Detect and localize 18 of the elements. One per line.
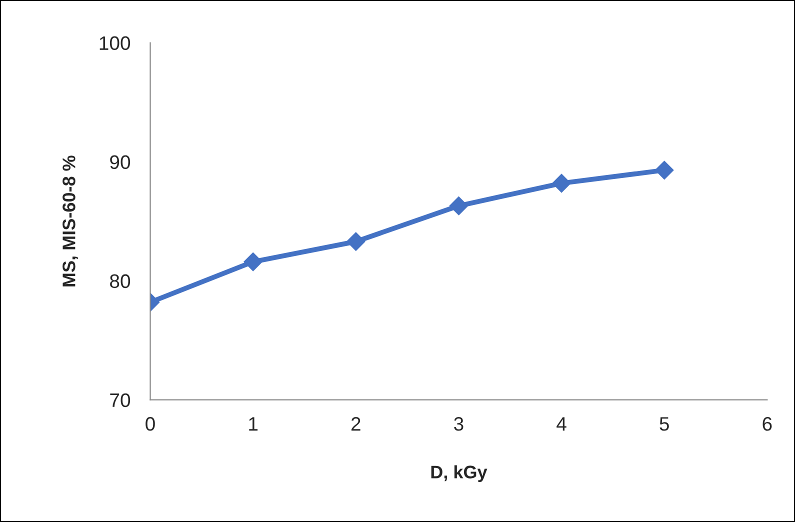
x-axis-title: D, kGy	[431, 465, 488, 482]
point	[346, 232, 366, 251]
point	[449, 196, 468, 216]
y-tick-label: 90	[110, 155, 130, 170]
x-tick-label: 1	[249, 417, 258, 431]
x-tick-label: 2	[351, 417, 360, 431]
x-tick-label: 6	[762, 417, 772, 431]
y-tick-label: 80	[110, 274, 130, 288]
point	[552, 174, 571, 193]
y-axis-title: MS, MIS-60-8 %	[62, 156, 78, 286]
x-tick-label: 3	[454, 417, 464, 431]
y-tick-label: 100	[100, 36, 130, 50]
y-tick-label: 70	[110, 393, 130, 408]
point	[244, 252, 262, 272]
x-tick-label: 5	[660, 417, 669, 431]
x-tick-label: 0	[146, 417, 155, 431]
x-tick-label: 4	[556, 417, 566, 431]
point	[654, 160, 674, 180]
